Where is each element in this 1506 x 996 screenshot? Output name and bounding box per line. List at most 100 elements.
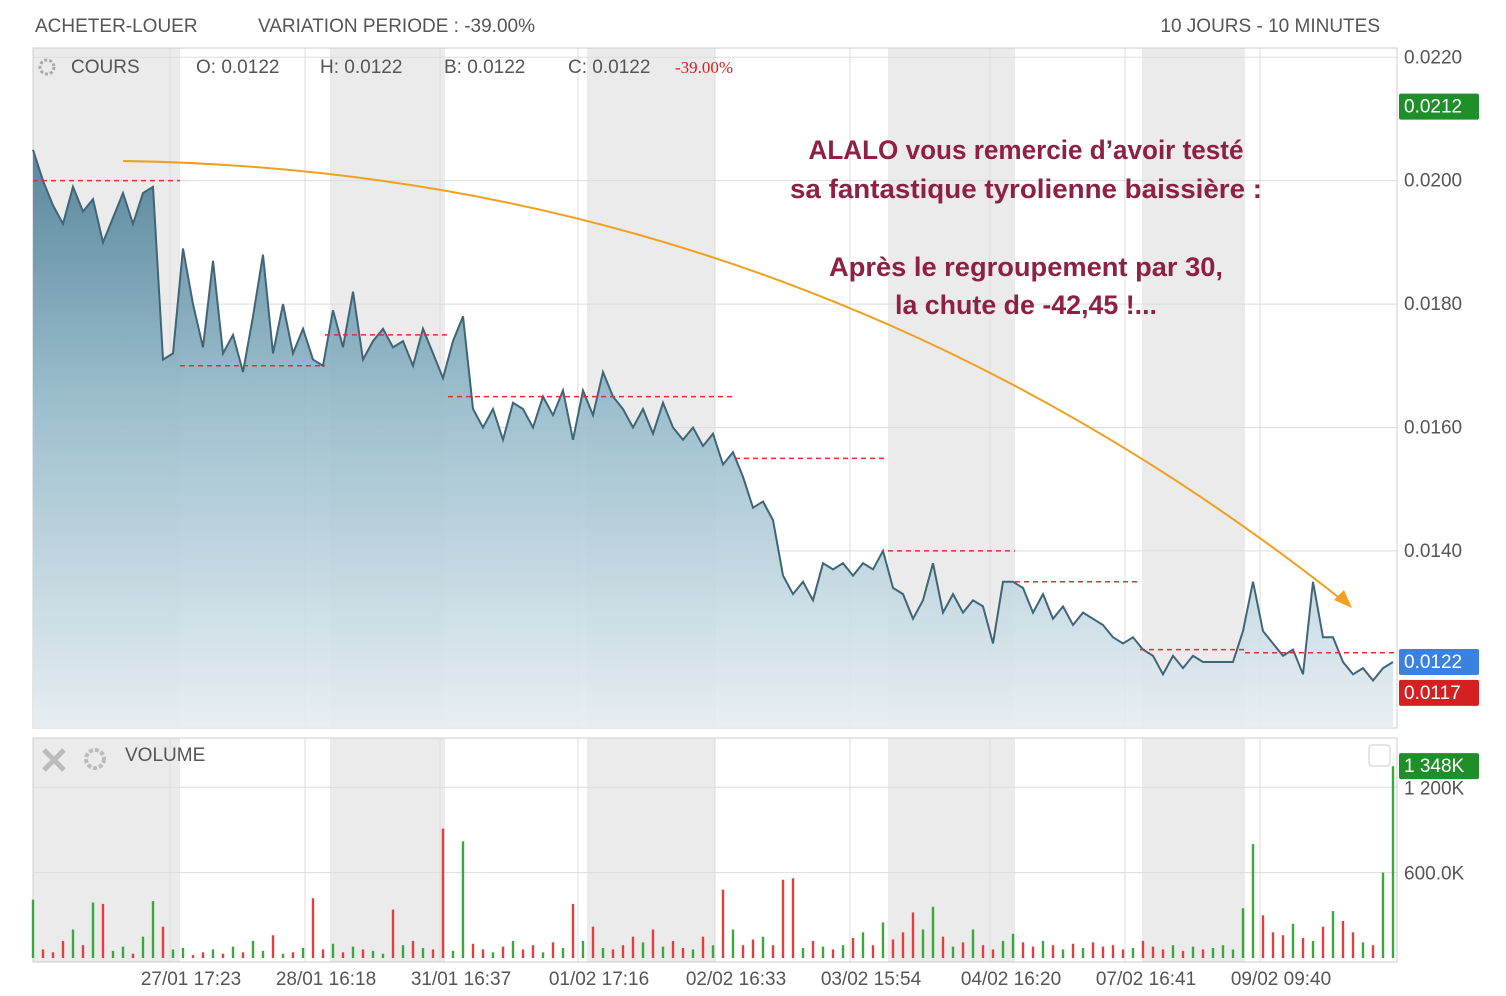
volume-bar bbox=[271, 935, 275, 958]
volume-bar bbox=[151, 901, 155, 958]
volume-bar bbox=[721, 889, 725, 958]
settings-icon[interactable] bbox=[84, 748, 106, 770]
volume-bar bbox=[791, 878, 795, 958]
volume-bar bbox=[1181, 950, 1185, 958]
volume-bar bbox=[751, 939, 755, 958]
volume-bar bbox=[901, 932, 905, 958]
volume-bar bbox=[201, 952, 205, 958]
x-tick-label: 28/01 16:18 bbox=[276, 969, 376, 990]
volume-bar bbox=[181, 948, 185, 958]
header-period[interactable]: 10 JOURS - 10 MINUTES bbox=[1160, 16, 1380, 37]
volume-bar bbox=[351, 946, 355, 958]
volume-bar bbox=[661, 946, 665, 958]
volume-bar bbox=[571, 903, 575, 958]
plot: 27/01 17:23 28/01 16:18 31/01 16:37 01/02 1… bbox=[31, 47, 1479, 990]
y-tick-label: 0.0160 bbox=[1404, 418, 1462, 439]
volume-bar bbox=[841, 945, 845, 958]
volume-bar bbox=[1381, 872, 1385, 958]
volume-panel bbox=[32, 737, 1398, 963]
x-tick-label: 07/02 16:41 bbox=[1096, 969, 1196, 990]
volume-bar bbox=[1021, 942, 1025, 958]
volume-bar bbox=[651, 929, 655, 958]
volume-bar bbox=[101, 903, 105, 958]
annotation: sa fantastique tyrolienne baissière : bbox=[790, 174, 1262, 204]
volume-bar bbox=[281, 953, 285, 958]
volume-bar bbox=[321, 949, 325, 958]
volume-bar bbox=[441, 828, 445, 958]
volume-bar bbox=[1361, 942, 1365, 958]
volume-bar bbox=[1311, 940, 1315, 958]
axis-badge bbox=[1399, 753, 1479, 780]
volume-bar bbox=[611, 949, 615, 958]
volume-bar bbox=[701, 936, 705, 958]
close-icon[interactable] bbox=[42, 748, 66, 772]
volume-bar bbox=[921, 929, 925, 958]
volume-bar bbox=[471, 943, 475, 958]
volume-bar bbox=[261, 950, 265, 958]
trend-arrow bbox=[122, 160, 1343, 601]
volume-bar bbox=[1351, 932, 1355, 958]
legend-low: B: 0.0122 bbox=[444, 57, 525, 78]
volume-bar bbox=[1231, 949, 1235, 958]
volume-bar bbox=[241, 952, 245, 958]
volume-bar bbox=[641, 942, 645, 958]
axis-badge bbox=[1399, 93, 1479, 120]
shaded-period bbox=[888, 738, 1015, 962]
annotation: ALALO vous remercie d’avoir testé bbox=[809, 135, 1244, 165]
volume-bar bbox=[1201, 949, 1205, 958]
volume-bar bbox=[1331, 911, 1335, 958]
volume-bar bbox=[481, 949, 485, 958]
y-tick-label: 0.0200 bbox=[1404, 171, 1462, 192]
volume-bar bbox=[1221, 945, 1225, 958]
volume-bar bbox=[41, 949, 45, 958]
x-tick-label: 09/02 09:40 bbox=[1231, 969, 1331, 990]
x-tick-label: 04/02 16:20 bbox=[961, 969, 1061, 990]
volume-bar bbox=[951, 946, 955, 958]
shaded-period bbox=[330, 738, 445, 962]
volume-bar bbox=[771, 945, 775, 958]
volume-title: VOLUME bbox=[125, 745, 205, 766]
volume-bar bbox=[1171, 945, 1175, 958]
volume-bar bbox=[1391, 766, 1395, 958]
annotation: Après le regroupement par 30, bbox=[829, 252, 1223, 282]
volume-bar bbox=[141, 936, 145, 958]
y-tick-label: 0.0180 bbox=[1404, 294, 1462, 315]
x-tick-label: 01/02 17:16 bbox=[549, 969, 649, 990]
volume-bar bbox=[161, 926, 165, 958]
volume-bar bbox=[1301, 938, 1305, 958]
volume-bar bbox=[1071, 943, 1075, 958]
volume-bar bbox=[561, 948, 565, 958]
header-title: ACHETER-LOUER bbox=[35, 16, 198, 37]
axis-badge-label: 0.0212 bbox=[1404, 97, 1462, 118]
checkbox[interactable] bbox=[1368, 744, 1391, 767]
volume-bar bbox=[1091, 942, 1095, 958]
volume-bar bbox=[671, 940, 675, 958]
y-tick-label: 600.0K bbox=[1404, 864, 1465, 885]
volume-bar bbox=[311, 898, 315, 958]
volume-bar bbox=[931, 906, 935, 958]
volume-bar bbox=[1371, 945, 1375, 958]
y-tick-label: 0.0140 bbox=[1404, 541, 1462, 562]
volume-bar bbox=[121, 946, 125, 958]
volume-bar bbox=[631, 936, 635, 958]
volume-bar bbox=[501, 946, 505, 958]
volume-bar bbox=[551, 942, 555, 958]
volume-bar bbox=[1031, 946, 1035, 958]
volume-bar bbox=[91, 902, 95, 958]
volume-bar bbox=[421, 948, 425, 958]
volume-bar bbox=[711, 945, 715, 958]
settings-icon[interactable] bbox=[38, 58, 56, 76]
axis-badge bbox=[1399, 679, 1479, 706]
volume-bar bbox=[1141, 940, 1145, 958]
shaded-period bbox=[1142, 738, 1245, 962]
axis-badge-label: 0.0117 bbox=[1404, 683, 1461, 704]
volume-bar bbox=[1001, 940, 1005, 958]
volume-bar bbox=[81, 945, 85, 958]
volume-bar bbox=[941, 936, 945, 958]
volume-bar bbox=[171, 949, 175, 958]
volume-bar bbox=[371, 950, 375, 958]
volume-bar bbox=[1271, 932, 1275, 958]
volume-bar bbox=[871, 945, 875, 958]
volume-bar bbox=[1241, 908, 1245, 958]
volume-bar bbox=[221, 953, 225, 958]
